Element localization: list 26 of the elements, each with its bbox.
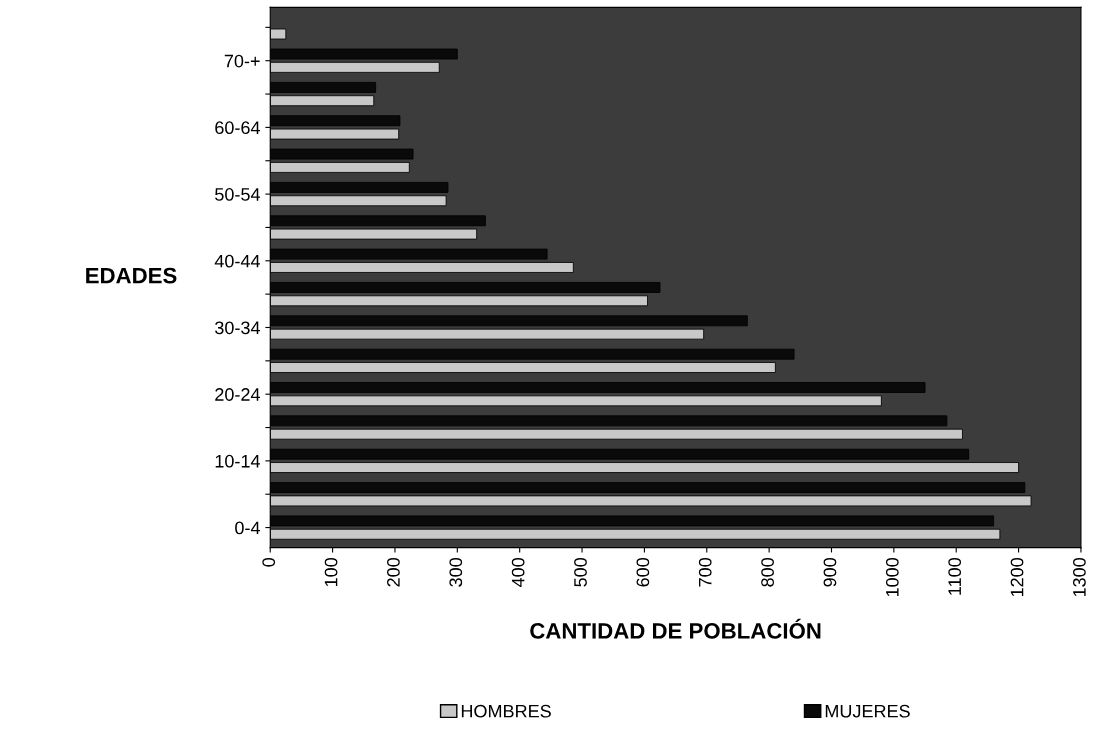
x-tick-label: 0 bbox=[262, 558, 276, 567]
x-tick-label: 400 bbox=[511, 558, 525, 587]
x-tick-label: 1200 bbox=[1010, 558, 1024, 597]
x-axis-title: CANTIDAD DE POBLACIÓN bbox=[530, 618, 821, 639]
y-tick-label: 40-44 bbox=[214, 254, 260, 268]
x-tick-label: 800 bbox=[761, 558, 774, 587]
y-tick-label: 10-14 bbox=[215, 454, 260, 468]
x-tick-label: 1100 bbox=[948, 558, 962, 595]
legend-label: HOMBRES bbox=[461, 704, 551, 718]
x-tick-label: 1300 bbox=[1073, 558, 1086, 597]
x-tick-label: 1000 bbox=[885, 558, 899, 597]
x-tick-label: 100 bbox=[324, 558, 338, 587]
legend-label: MUJERES bbox=[825, 704, 910, 718]
x-tick-label: 900 bbox=[823, 558, 837, 587]
y-tick-label: 70-+ bbox=[224, 54, 260, 68]
x-tick-label: 600 bbox=[636, 558, 650, 587]
y-tick-label: 20-24 bbox=[215, 388, 260, 401]
y-tick-label: 50-54 bbox=[215, 188, 260, 201]
x-tick-label: 300 bbox=[449, 558, 463, 587]
y-tick-label: 60-64 bbox=[215, 121, 260, 135]
x-tick-label: 200 bbox=[387, 558, 400, 587]
x-tick-label: 500 bbox=[574, 558, 587, 587]
y-tick-label: 30-34 bbox=[215, 321, 260, 335]
y-axis-title: EDADES bbox=[86, 267, 177, 284]
x-tick-label: 700 bbox=[698, 558, 712, 587]
y-tick-label: 0-4 bbox=[235, 521, 260, 535]
